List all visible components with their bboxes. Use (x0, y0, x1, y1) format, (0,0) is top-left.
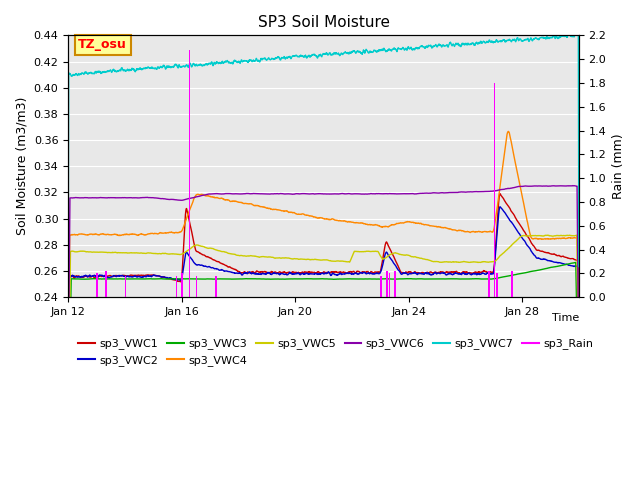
Line: sp3_VWC5: sp3_VWC5 (68, 235, 579, 432)
sp3_VWC7 (575, 264, 582, 269)
sp3_VWC4 (575, 391, 582, 396)
sp3_VWC7 (573, 31, 581, 37)
sp3_VWC3 (467, 276, 474, 282)
sp3_VWC3 (575, 427, 582, 433)
sp3_VWC4 (560, 235, 568, 241)
sp3_VWC2 (560, 261, 568, 267)
sp3_VWC2 (90, 272, 98, 278)
sp3_VWC3 (560, 262, 568, 268)
sp3_VWC2 (299, 271, 307, 276)
sp3_VWC7 (560, 33, 568, 39)
sp3_VWC1 (312, 270, 320, 276)
sp3_VWC7 (299, 54, 307, 60)
sp3_VWC2 (575, 394, 582, 399)
sp3_VWC3 (312, 276, 320, 282)
sp3_VWC4 (561, 235, 568, 241)
sp3_VWC6 (312, 191, 320, 197)
sp3_VWC1 (497, 191, 504, 197)
sp3_VWC1 (64, 442, 72, 447)
sp3_VWC5 (560, 233, 568, 239)
sp3_VWC1 (90, 275, 98, 281)
Line: sp3_VWC6: sp3_VWC6 (68, 186, 579, 391)
Y-axis label: Soil Moisture (m3/m3): Soil Moisture (m3/m3) (15, 97, 28, 236)
sp3_VWC2 (64, 441, 72, 447)
Legend: sp3_VWC1, sp3_VWC2, sp3_VWC3, sp3_VWC4, sp3_VWC5, sp3_VWC6, sp3_VWC7, sp3_Rain: sp3_VWC1, sp3_VWC2, sp3_VWC3, sp3_VWC4, … (74, 334, 598, 370)
sp3_VWC5 (64, 429, 72, 434)
sp3_VWC4 (312, 215, 320, 220)
Y-axis label: Rain (mm): Rain (mm) (612, 133, 625, 199)
Text: TZ_osu: TZ_osu (78, 38, 127, 51)
Text: Time: Time (552, 313, 579, 323)
sp3_VWC4 (467, 229, 474, 235)
sp3_VWC6 (64, 388, 72, 394)
Line: sp3_VWC2: sp3_VWC2 (68, 207, 579, 444)
sp3_VWC2 (312, 271, 320, 276)
sp3_VWC5 (573, 232, 580, 238)
sp3_VWC4 (90, 231, 98, 237)
sp3_VWC1 (560, 254, 568, 260)
sp3_VWC2 (561, 261, 568, 267)
sp3_VWC4 (299, 211, 307, 217)
sp3_VWC5 (312, 257, 320, 263)
Line: sp3_VWC4: sp3_VWC4 (68, 132, 579, 423)
sp3_VWC6 (560, 183, 568, 189)
sp3_VWC6 (569, 183, 577, 189)
Line: sp3_VWC1: sp3_VWC1 (68, 194, 579, 444)
Title: SP3 Soil Moisture: SP3 Soil Moisture (257, 15, 390, 30)
Line: sp3_VWC3: sp3_VWC3 (68, 263, 579, 439)
sp3_VWC5 (299, 256, 307, 262)
sp3_VWC6 (560, 183, 568, 189)
sp3_VWC6 (467, 189, 474, 195)
sp3_VWC7 (467, 42, 474, 48)
sp3_VWC2 (467, 271, 474, 277)
sp3_VWC5 (467, 260, 474, 265)
sp3_VWC7 (64, 286, 72, 292)
sp3_VWC2 (497, 204, 504, 210)
sp3_VWC6 (299, 191, 307, 196)
sp3_VWC5 (575, 399, 582, 405)
sp3_VWC7 (90, 71, 98, 77)
sp3_VWC4 (504, 129, 512, 134)
sp3_VWC1 (575, 389, 582, 395)
sp3_VWC6 (575, 382, 582, 387)
sp3_VWC5 (560, 233, 568, 239)
sp3_VWC7 (560, 34, 568, 39)
sp3_VWC1 (299, 269, 307, 275)
sp3_VWC6 (90, 195, 98, 201)
sp3_VWC1 (467, 270, 474, 276)
sp3_VWC4 (64, 420, 72, 426)
sp3_VWC3 (90, 276, 98, 282)
sp3_VWC5 (90, 249, 98, 255)
sp3_VWC7 (312, 53, 320, 59)
sp3_VWC3 (572, 260, 580, 265)
Line: sp3_VWC7: sp3_VWC7 (68, 34, 579, 289)
sp3_VWC3 (299, 276, 307, 282)
sp3_VWC1 (561, 254, 568, 260)
sp3_VWC3 (560, 262, 568, 268)
sp3_VWC3 (64, 436, 72, 442)
